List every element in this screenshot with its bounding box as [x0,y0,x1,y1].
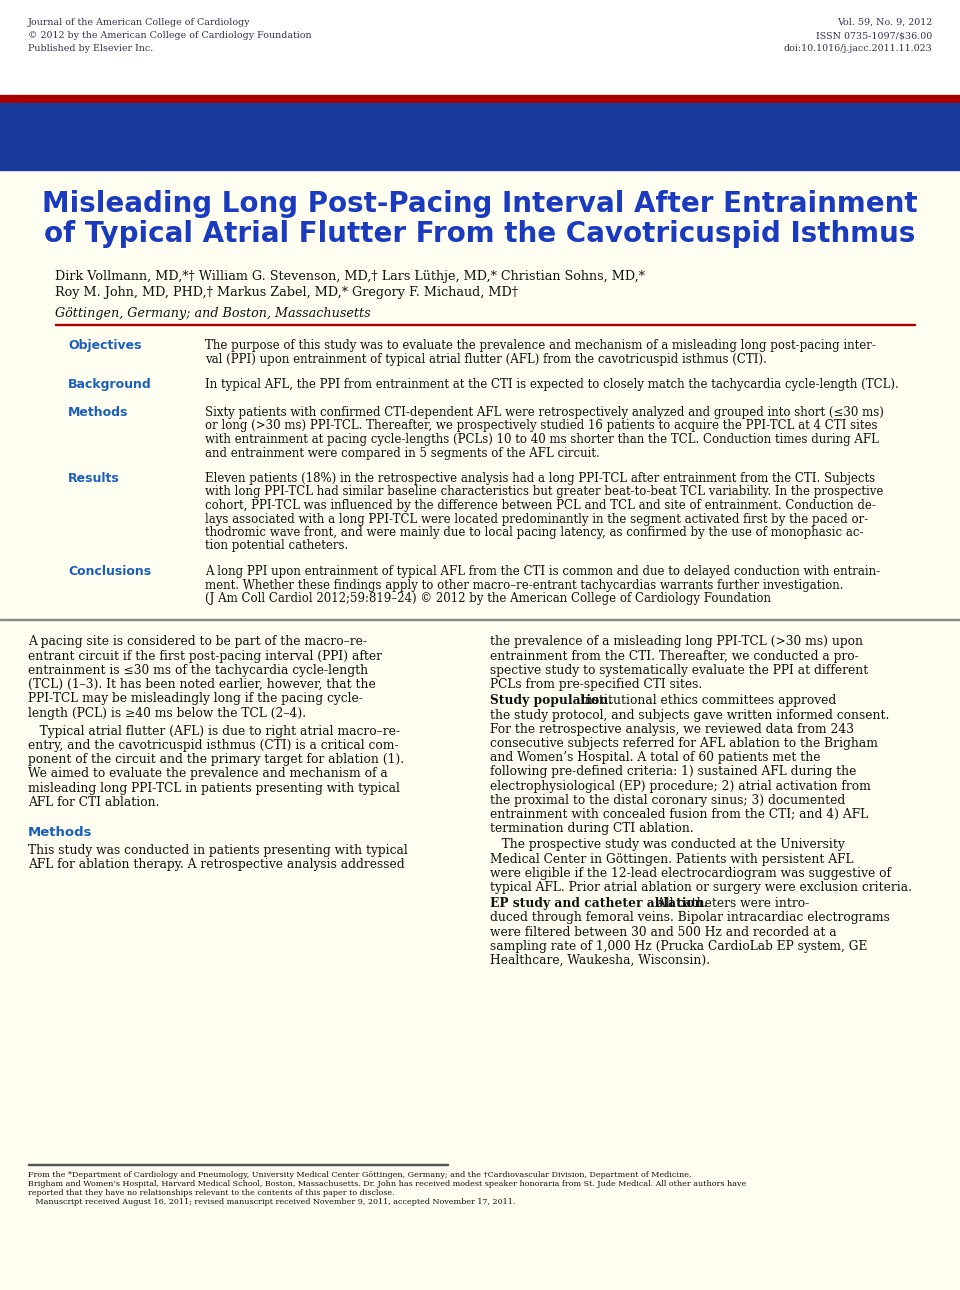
Text: The prospective study was conducted at the University: The prospective study was conducted at t… [490,838,845,851]
Text: Institutional ethics committees approved: Institutional ethics committees approved [576,694,836,707]
Text: the study protocol, and subjects gave written informed consent.: the study protocol, and subjects gave wr… [490,708,889,721]
Text: were filtered between 30 and 500 Hz and recorded at a: were filtered between 30 and 500 Hz and … [490,925,836,939]
Text: (TCL) (1–3). It has been noted earlier, however, that the: (TCL) (1–3). It has been noted earlier, … [28,679,375,691]
Text: Journal of the American College of Cardiology
© 2012 by the American College of : Journal of the American College of Cardi… [28,18,312,53]
Bar [55,324,915,325]
Text: Typical atrial flutter (AFL) is due to right atrial macro–re-: Typical atrial flutter (AFL) is due to r… [28,725,400,738]
Text: spective study to systematically evaluate the PPI at different: spective study to systematically evaluat… [490,664,868,677]
Bar [0,95,960,103]
Text: entrainment is ≤30 ms of the tachycardia cycle-length: entrainment is ≤30 ms of the tachycardia… [28,664,368,677]
Text: ment. Whether these findings apply to other macro–re-entrant tachycardias warran: ment. Whether these findings apply to ot… [205,578,844,592]
Text: entrainment from the CTI. Thereafter, we conducted a pro-: entrainment from the CTI. Thereafter, we… [490,650,859,663]
Text: the proximal to the distal coronary sinus; 3) documented: the proximal to the distal coronary sinu… [490,793,845,806]
Text: thodromic wave front, and were mainly due to local pacing latency, as confirmed : thodromic wave front, and were mainly du… [205,526,863,539]
Text: AFL for CTI ablation.: AFL for CTI ablation. [28,796,159,809]
Text: electrophysiological (EP) procedure; 2) atrial activation from: electrophysiological (EP) procedure; 2) … [490,779,871,792]
Text: A pacing site is considered to be part of the macro–re-: A pacing site is considered to be part o… [28,636,367,649]
Text: Vol. 59, No. 9, 2012
ISSN 0735-1097/$36.00
doi:10.1016/j.jacc.2011.11.023: Vol. 59, No. 9, 2012 ISSN 0735-1097/$36.… [783,18,932,53]
Text: PPI-TCL may be misleadingly long if the pacing cycle-: PPI-TCL may be misleadingly long if the … [28,693,363,706]
Text: of Typical Atrial Flutter From the Cavotricuspid Isthmus: of Typical Atrial Flutter From the Cavot… [44,221,916,248]
Text: Medical Center in Göttingen. Patients with persistent AFL: Medical Center in Göttingen. Patients wi… [490,853,853,866]
Text: entrant circuit if the first post-pacing interval (PPI) after: entrant circuit if the first post-pacing… [28,650,382,663]
Text: lays associated with a long PPI-TCL were located predominantly in the segment ac: lays associated with a long PPI-TCL were… [205,512,868,525]
Text: Göttingen, Germany; and Boston, Massachusetts: Göttingen, Germany; and Boston, Massachu… [55,307,371,320]
Text: Dirk Vollmann, MD,*† William G. Stevenson, MD,† Lars Lüthje, MD,* Christian Sohn: Dirk Vollmann, MD,*† William G. Stevenso… [55,270,645,283]
Text: Conclusions: Conclusions [68,565,151,578]
Text: EP study and catheter ablation.: EP study and catheter ablation. [490,897,708,911]
Text: For the retrospective analysis, we reviewed data from 243: For the retrospective analysis, we revie… [490,722,854,735]
Text: ponent of the circuit and the primary target for ablation (1).: ponent of the circuit and the primary ta… [28,753,404,766]
Text: PCLs from pre-specified CTI sites.: PCLs from pre-specified CTI sites. [490,679,703,691]
Text: entrainment with concealed fusion from the CTI; and 4) AFL: entrainment with concealed fusion from t… [490,808,868,820]
Text: termination during CTI ablation.: termination during CTI ablation. [490,822,694,835]
Bar [0,103,960,170]
Text: were eligible if the 12-lead electrocardiogram was suggestive of: were eligible if the 12-lead electrocard… [490,867,891,880]
Text: following pre-defined criteria: 1) sustained AFL during the: following pre-defined criteria: 1) susta… [490,765,856,778]
Text: A long PPI upon entrainment of typical AFL from the CTI is common and due to del: A long PPI upon entrainment of typical A… [205,565,880,578]
Text: and Women’s Hospital. A total of 60 patients met the: and Women’s Hospital. A total of 60 pati… [490,751,821,764]
Text: (J Am Coll Cardiol 2012;59:819–24) © 2012 by the American College of Cardiology : (J Am Coll Cardiol 2012;59:819–24) © 201… [205,592,771,605]
Text: Sixty patients with confirmed CTI-dependent AFL were retrospectively analyzed an: Sixty patients with confirmed CTI-depend… [205,406,884,419]
Text: All catheters were intro-: All catheters were intro- [653,897,809,911]
Bar [0,170,960,1290]
Text: Manuscript received August 16, 2011; revised manuscript received November 9, 201: Manuscript received August 16, 2011; rev… [28,1198,516,1206]
Text: reported that they have no relationships relevant to the contents of this paper : reported that they have no relationships… [28,1189,395,1197]
Text: consecutive subjects referred for AFL ablation to the Brigham: consecutive subjects referred for AFL ab… [490,737,878,749]
Text: misleading long PPI-TCL in patients presenting with typical: misleading long PPI-TCL in patients pres… [28,782,400,795]
Text: length (PCL) is ≥40 ms below the TCL (2–4).: length (PCL) is ≥40 ms below the TCL (2–… [28,707,306,720]
Text: In typical AFL, the PPI from entrainment at the CTI is expected to closely match: In typical AFL, the PPI from entrainment… [205,378,899,391]
Text: Eleven patients (18%) in the retrospective analysis had a long PPI-TCL after ent: Eleven patients (18%) in the retrospecti… [205,472,876,485]
Text: and entrainment were compared in 5 segments of the AFL circuit.: and entrainment were compared in 5 segme… [205,446,600,459]
Text: Methods: Methods [28,826,92,838]
Text: AFL for ablation therapy. A retrospective analysis addressed: AFL for ablation therapy. A retrospectiv… [28,858,404,871]
Text: typical AFL. Prior atrial ablation or surgery were exclusion criteria.: typical AFL. Prior atrial ablation or su… [490,881,912,894]
Text: the prevalence of a misleading long PPI-TCL (>30 ms) upon: the prevalence of a misleading long PPI-… [490,636,863,649]
Bar [0,0,960,95]
Text: We aimed to evaluate the prevalence and mechanism of a: We aimed to evaluate the prevalence and … [28,768,388,780]
Text: or long (>30 ms) PPI-TCL. Thereafter, we prospectively studied 16 patients to ac: or long (>30 ms) PPI-TCL. Thereafter, we… [205,419,877,432]
Text: entry, and the cavotricuspid isthmus (CTI) is a critical com-: entry, and the cavotricuspid isthmus (CT… [28,739,398,752]
Text: Methods: Methods [68,406,129,419]
Text: with entrainment at pacing cycle-lengths (PCLs) 10 to 40 ms shorter than the TCL: with entrainment at pacing cycle-lengths… [205,433,878,446]
Text: with long PPI-TCL had similar baseline characteristics but greater beat-to-beat : with long PPI-TCL had similar baseline c… [205,485,883,498]
Text: Roy M. John, MD, PHD,† Markus Zabel, MD,* Gregory F. Michaud, MD†: Roy M. John, MD, PHD,† Markus Zabel, MD,… [55,286,518,299]
Text: Results: Results [68,472,120,485]
Text: sampling rate of 1,000 Hz (Prucka CardioLab EP system, GE: sampling rate of 1,000 Hz (Prucka Cardio… [490,939,868,953]
Text: From the *Department of Cardiology and Pneumology, University Medical Center Göt: From the *Department of Cardiology and P… [28,1171,691,1179]
Text: Objectives: Objectives [68,339,141,352]
Text: val (PPI) upon entrainment of typical atrial flutter (AFL) from the cavotricuspi: val (PPI) upon entrainment of typical at… [205,352,767,365]
Text: duced through femoral veins. Bipolar intracardiac electrograms: duced through femoral veins. Bipolar int… [490,911,890,925]
Text: Brigham and Women’s Hospital, Harvard Medical School, Boston, Massachusetts. Dr.: Brigham and Women’s Hospital, Harvard Me… [28,1180,746,1188]
Text: The purpose of this study was to evaluate the prevalence and mechanism of a misl: The purpose of this study was to evaluat… [205,339,876,352]
Text: Background: Background [68,378,152,391]
Text: Misleading Long Post-Pacing Interval After Entrainment: Misleading Long Post-Pacing Interval Aft… [42,190,918,218]
Text: Healthcare, Waukesha, Wisconsin).: Healthcare, Waukesha, Wisconsin). [490,953,710,968]
Text: Study population.: Study population. [490,694,612,707]
Text: This study was conducted in patients presenting with typical: This study was conducted in patients pre… [28,844,408,857]
Text: tion potential catheters.: tion potential catheters. [205,539,348,552]
Text: cohort, PPI-TCL was influenced by the difference between PCL and TCL and site of: cohort, PPI-TCL was influenced by the di… [205,499,876,512]
